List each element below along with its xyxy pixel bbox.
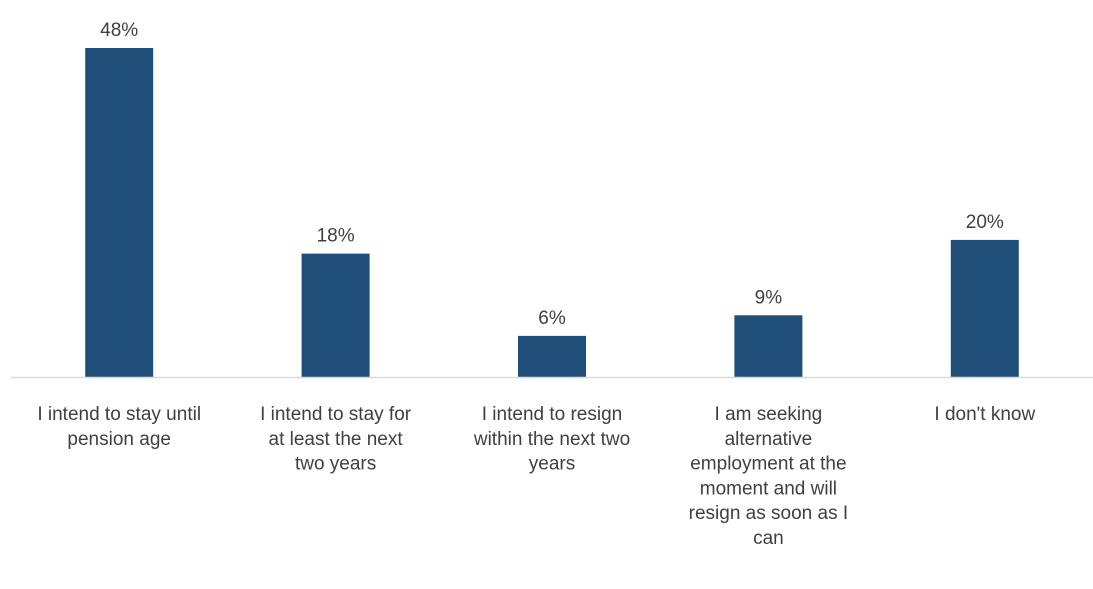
category-label-2: I intend to stay for at least the next two… bbox=[260, 404, 412, 475]
bars-group bbox=[85, 48, 1019, 377]
bar-2 bbox=[301, 253, 370, 377]
category-label-line: I intend to stay for bbox=[260, 404, 412, 425]
value-label-3: 6% bbox=[538, 308, 566, 329]
bar-3 bbox=[518, 335, 586, 377]
category-label-5: I don't know bbox=[934, 404, 1035, 425]
value-label-5: 20% bbox=[966, 212, 1004, 233]
category-label-line: two years bbox=[295, 454, 376, 475]
category-label-line: moment and will bbox=[700, 478, 837, 499]
category-label-line: I am seeking bbox=[715, 404, 823, 425]
category-label-line: pension age bbox=[67, 429, 171, 450]
category-label-line: resign as soon as I bbox=[689, 503, 848, 524]
category-label-line: at least the next bbox=[269, 429, 404, 450]
value-label-2: 18% bbox=[317, 226, 355, 247]
bar-5 bbox=[950, 239, 1019, 377]
bar-1 bbox=[85, 48, 154, 377]
value-label-1: 48% bbox=[100, 20, 138, 41]
category-label-line: I intend to resign bbox=[482, 404, 622, 425]
category-label-4: I am seeking alternative employment at the… bbox=[689, 404, 848, 549]
category-label-line: I don't know bbox=[934, 404, 1035, 425]
bar-4 bbox=[734, 315, 803, 377]
value-label-4: 9% bbox=[755, 287, 783, 308]
category-label-line: can bbox=[753, 528, 784, 549]
category-label-line: within the next two bbox=[473, 429, 630, 450]
category-label-3: I intend to resign within the next two yea… bbox=[473, 404, 630, 475]
category-label-line: years bbox=[529, 454, 575, 475]
category-label-line: alternative bbox=[725, 429, 813, 450]
category-label-line: I intend to stay until bbox=[37, 404, 201, 425]
category-label-1: I intend to stay until pension age bbox=[37, 404, 201, 450]
value-labels-group: 48% 18% 6% 9% 20% bbox=[100, 20, 1004, 329]
category-label-line: employment at the bbox=[690, 454, 846, 475]
